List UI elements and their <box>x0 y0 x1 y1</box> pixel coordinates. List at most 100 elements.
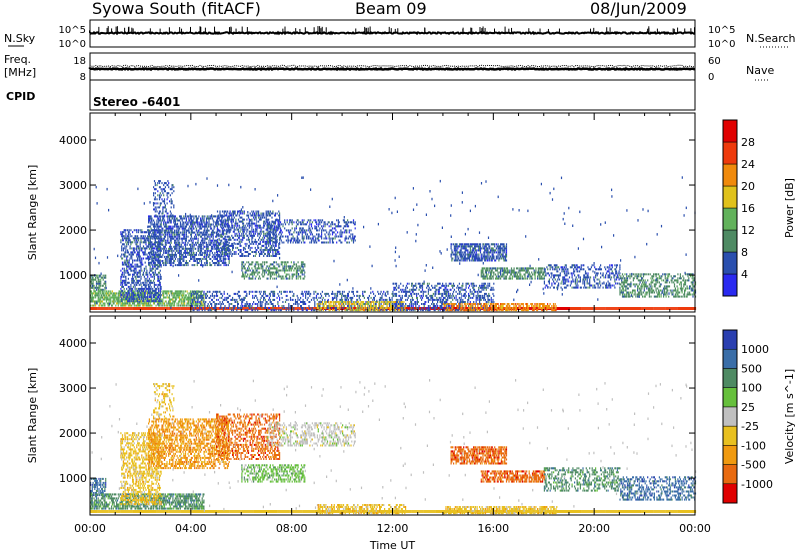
range-cell <box>200 260 203 262</box>
range-cell <box>103 296 105 299</box>
range-cell <box>202 241 204 244</box>
range-cell <box>197 249 199 252</box>
range-cell <box>296 267 298 270</box>
range-cell <box>675 307 677 310</box>
range-cell <box>165 260 167 262</box>
range-cell <box>199 225 201 228</box>
range-cell <box>275 228 277 231</box>
range-cell <box>102 302 104 305</box>
range-cell <box>94 307 96 310</box>
range-cell <box>181 239 183 242</box>
range-cell <box>268 271 270 274</box>
range-cell <box>187 253 189 256</box>
range-cell <box>142 302 145 305</box>
range-cell <box>202 221 204 224</box>
range-cell <box>116 298 118 301</box>
range-cell <box>157 253 159 256</box>
range-cell <box>135 298 137 300</box>
range-cell <box>206 260 208 262</box>
range-cell <box>183 258 185 260</box>
range-cell <box>154 287 156 290</box>
range-cell <box>266 261 268 264</box>
range-cell <box>210 249 213 252</box>
range-cell <box>206 249 208 252</box>
range-cell <box>155 264 157 267</box>
range-cell <box>150 304 152 307</box>
range-cell <box>153 235 155 238</box>
range-cell <box>147 235 149 238</box>
range-cell <box>141 229 143 232</box>
range-cell <box>152 243 154 246</box>
range-cell <box>203 298 205 301</box>
range-cell <box>200 221 203 224</box>
range-cell <box>182 304 184 307</box>
range-cell <box>200 253 202 256</box>
range-cell <box>178 302 180 305</box>
range-cell <box>132 292 134 294</box>
range-cell <box>232 307 234 310</box>
freq-tick: 18 <box>73 56 86 67</box>
range-cell <box>265 218 267 221</box>
range-cell <box>127 241 129 244</box>
range-cell <box>127 296 129 298</box>
range-cell <box>152 292 154 294</box>
range-cell <box>176 304 178 307</box>
range-cell <box>308 225 310 228</box>
range-cell <box>201 215 203 218</box>
range-cell <box>206 229 208 232</box>
range-cell <box>274 255 276 257</box>
range-cell <box>220 242 222 245</box>
range-cell <box>620 307 622 310</box>
range-cell <box>166 307 168 310</box>
range-cell <box>271 307 273 310</box>
range-cell <box>123 298 125 301</box>
range-cell <box>273 265 275 268</box>
range-cell <box>127 269 129 272</box>
range-cell <box>406 307 408 310</box>
range-cell <box>154 307 156 310</box>
range-cell <box>100 284 102 287</box>
range-cell <box>300 271 302 274</box>
range-cell <box>226 232 228 235</box>
range-cell <box>186 302 188 305</box>
range-cell <box>267 221 269 224</box>
range-cell <box>140 235 142 238</box>
range-cell <box>670 307 672 310</box>
range-cell <box>163 206 165 209</box>
range-cell <box>127 229 129 232</box>
range-cell <box>229 307 231 310</box>
range-cell <box>197 245 199 248</box>
range-cell <box>403 307 405 310</box>
range-cell <box>138 271 140 274</box>
range-cell <box>276 218 278 221</box>
range-cell <box>150 296 152 298</box>
range-cell <box>165 251 167 254</box>
range-cell <box>92 276 94 279</box>
range-cell <box>99 280 101 283</box>
range-cell <box>579 307 581 310</box>
range-cell <box>160 235 162 238</box>
range-cell <box>316 233 318 236</box>
range-cell <box>607 307 609 310</box>
range-cell <box>213 243 215 246</box>
range-cell <box>300 275 302 278</box>
range-cell <box>442 307 444 310</box>
range-cell <box>165 241 167 244</box>
range-cell <box>181 219 183 222</box>
range-cell <box>216 251 218 253</box>
range-cell <box>268 255 271 257</box>
range-cell <box>263 212 265 215</box>
range-cell <box>224 251 226 253</box>
range-cell <box>191 247 193 250</box>
range-cell <box>190 227 192 230</box>
range-cell <box>141 235 143 238</box>
range-cell <box>222 215 224 218</box>
range-cell <box>266 277 268 280</box>
range-cell <box>132 249 134 252</box>
range-cell <box>153 188 156 191</box>
range-cell <box>270 223 272 226</box>
range-cell <box>227 264 229 267</box>
range-cell <box>251 271 253 274</box>
range-cell <box>253 232 255 235</box>
range-cell <box>149 292 151 295</box>
